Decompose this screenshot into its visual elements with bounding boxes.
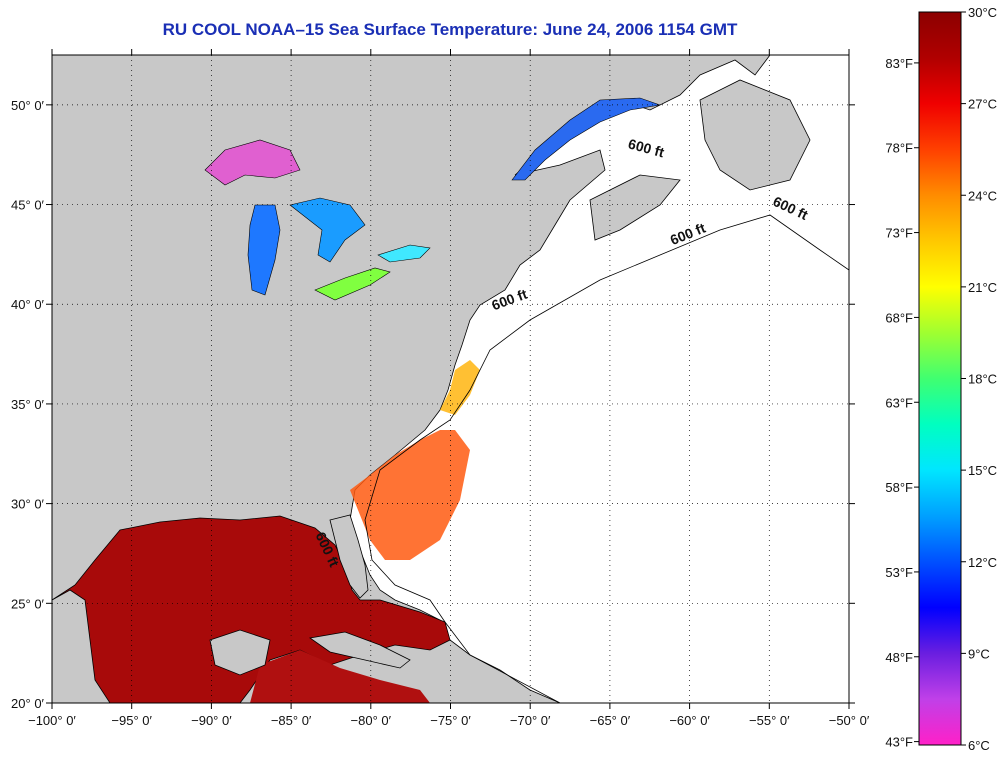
lon-tick-label: −60° 0′ <box>669 713 710 728</box>
celsius-label: 12°C <box>968 555 997 570</box>
lat-tick-label: 30° 0′ <box>11 497 45 512</box>
fahrenheit-label: 83°F <box>885 56 913 71</box>
newfoundland <box>699 79 811 191</box>
lat-tick-label: 25° 0′ <box>11 596 45 611</box>
lat-tick-label: 45° 0′ <box>11 198 45 213</box>
fahrenheit-label: 53°F <box>885 565 913 580</box>
lake-ontario <box>377 244 431 263</box>
mid-atlantic-warm <box>440 360 480 415</box>
lake-superior <box>204 139 301 186</box>
fahrenheit-label: 73°F <box>885 226 913 241</box>
celsius-label: 18°C <box>968 372 997 387</box>
celsius-label: 24°C <box>968 188 997 203</box>
lake-huron <box>289 197 366 263</box>
fahrenheit-label: 63°F <box>885 395 913 410</box>
lon-tick-label: −65° 0′ <box>590 713 631 728</box>
coastal-warm-band <box>350 430 470 560</box>
celsius-label: 21°C <box>968 280 997 295</box>
st-lawrence <box>511 97 661 181</box>
lake-michigan <box>247 204 281 296</box>
fahrenheit-label: 43°F <box>885 735 913 750</box>
lon-tick-label: −90° 0′ <box>191 713 232 728</box>
nova-scotia <box>589 174 681 241</box>
celsius-label: 9°C <box>968 646 990 661</box>
fahrenheit-label: 68°F <box>885 310 913 325</box>
colorbar-gradient <box>918 11 962 746</box>
lon-tick-label: −100° 0′ <box>28 713 76 728</box>
lon-tick-label: −50° 0′ <box>829 713 870 728</box>
yucatan <box>209 629 271 676</box>
isobath-600ft <box>364 214 849 703</box>
caribbean-sea <box>250 650 430 703</box>
cuba <box>308 631 411 669</box>
florida <box>329 514 369 599</box>
lat-tick-label: 50° 0′ <box>11 98 45 113</box>
lon-tick-label: −85° 0′ <box>271 713 312 728</box>
celsius-label: 15°C <box>968 463 997 478</box>
lon-tick-label: −75° 0′ <box>430 713 471 728</box>
lon-tick-label: −80° 0′ <box>351 713 392 728</box>
lat-tick-label: 40° 0′ <box>11 297 45 312</box>
fahrenheit-label: 58°F <box>885 480 913 495</box>
mexico-coast <box>52 589 111 703</box>
lake-erie <box>314 267 391 301</box>
lat-tick-label: 35° 0′ <box>11 397 45 412</box>
lon-tick-label: −70° 0′ <box>510 713 551 728</box>
celsius-label: 27°C <box>968 97 997 112</box>
celsius-label: 6°C <box>968 738 990 753</box>
celsius-label: 30°C <box>968 5 997 20</box>
map-title: RU COOL NOAA–15 Sea Surface Temperature:… <box>162 20 738 39</box>
lat-tick-label: 20° 0′ <box>11 696 45 711</box>
fahrenheit-label: 78°F <box>885 141 913 156</box>
fahrenheit-label: 48°F <box>885 650 913 665</box>
lon-tick-label: −95° 0′ <box>111 713 152 728</box>
lon-tick-label: −55° 0′ <box>749 713 790 728</box>
